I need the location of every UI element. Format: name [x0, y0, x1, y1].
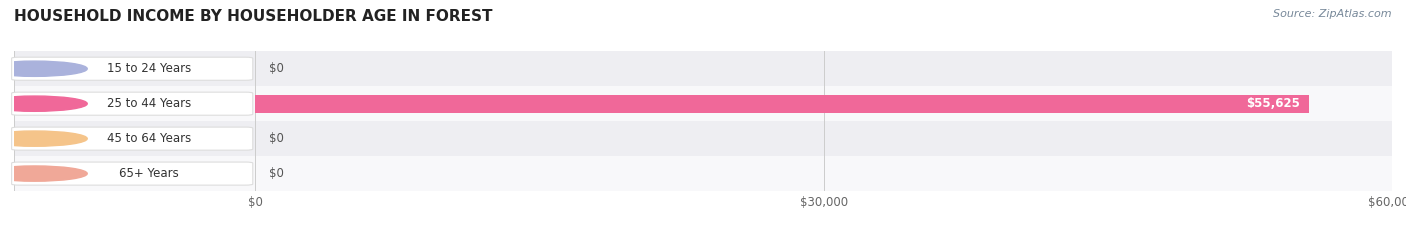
- Text: $55,625: $55,625: [1246, 97, 1301, 110]
- Bar: [14, 51, 256, 86]
- FancyBboxPatch shape: [11, 162, 253, 185]
- Bar: [14, 156, 256, 191]
- Bar: [256, 156, 1392, 191]
- Circle shape: [0, 61, 87, 76]
- Text: $0: $0: [269, 132, 284, 145]
- Text: 45 to 64 Years: 45 to 64 Years: [107, 132, 191, 145]
- Bar: [256, 51, 1392, 86]
- Text: 15 to 24 Years: 15 to 24 Years: [107, 62, 191, 75]
- Bar: [256, 86, 1392, 121]
- Circle shape: [0, 166, 87, 181]
- Text: $0: $0: [269, 167, 284, 180]
- FancyBboxPatch shape: [11, 57, 253, 80]
- FancyBboxPatch shape: [11, 127, 253, 150]
- Circle shape: [0, 96, 87, 111]
- Text: 25 to 44 Years: 25 to 44 Years: [107, 97, 191, 110]
- Bar: [256, 121, 1392, 156]
- Text: HOUSEHOLD INCOME BY HOUSEHOLDER AGE IN FOREST: HOUSEHOLD INCOME BY HOUSEHOLDER AGE IN F…: [14, 9, 492, 24]
- Text: $0: $0: [269, 62, 284, 75]
- Text: Source: ZipAtlas.com: Source: ZipAtlas.com: [1274, 9, 1392, 19]
- Text: 65+ Years: 65+ Years: [120, 167, 179, 180]
- Circle shape: [0, 131, 87, 146]
- Bar: [256, 95, 1309, 113]
- Bar: [14, 86, 256, 121]
- Bar: [14, 121, 256, 156]
- FancyBboxPatch shape: [11, 92, 253, 115]
